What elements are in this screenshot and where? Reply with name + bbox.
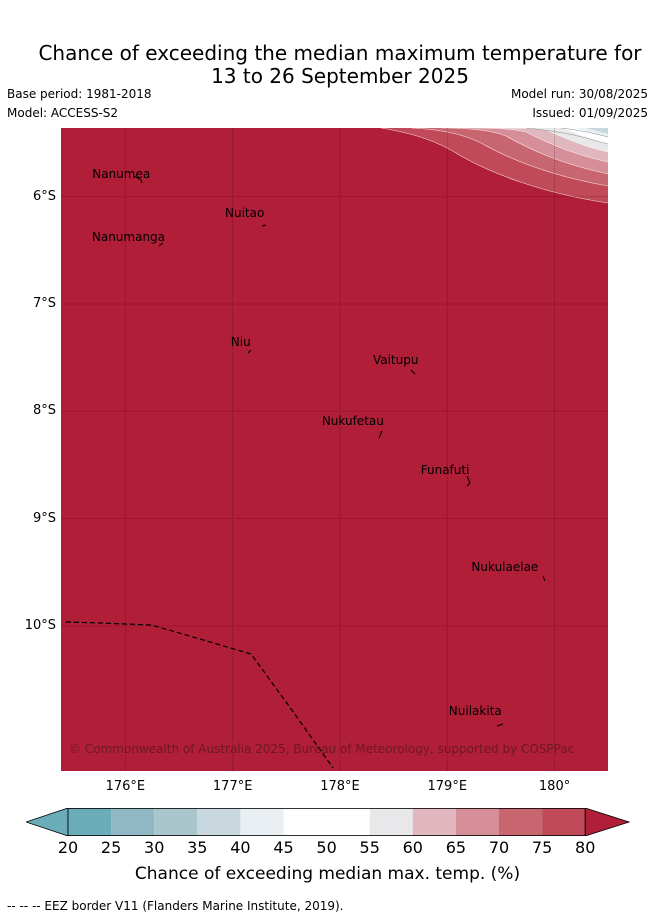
probability-field bbox=[61, 128, 608, 771]
colorbar-label: Chance of exceeding median max. temp. (%… bbox=[134, 864, 521, 884]
base-period: Base period: 1981-2018 bbox=[7, 87, 152, 101]
eez-footnote: -- -- -- EEZ border V11 (Flanders Marine… bbox=[7, 899, 344, 913]
place-label-nuitao: Nuitao bbox=[225, 206, 265, 221]
colorbar-under-arrow bbox=[26, 808, 69, 836]
colorbar-segment bbox=[68, 808, 112, 836]
model-run: Model run: 30/08/2025 bbox=[510, 87, 648, 101]
colorbar-over-arrow bbox=[584, 808, 630, 836]
colorbar-segment bbox=[542, 808, 586, 836]
map-panel: Nanumea Nuitao Nanumanga Niu Vaitupu Nukufeta… bbox=[61, 128, 608, 771]
colorbar-tick-label: 35 bbox=[187, 838, 208, 857]
place-label-funafuti: Funafuti bbox=[420, 463, 470, 478]
colorbar-tick-label: 40 bbox=[230, 838, 251, 857]
colorbar-tick-label: 80 bbox=[575, 838, 596, 857]
lat-label: 9°S bbox=[32, 510, 56, 526]
colorbar-segment bbox=[154, 808, 198, 836]
place-label-nukufetau: Nukufetau bbox=[321, 414, 384, 429]
contour-band-35 bbox=[586, 128, 608, 134]
colorbar bbox=[26, 808, 630, 836]
lat-label: 8°S bbox=[32, 403, 56, 419]
map-canvas bbox=[61, 128, 608, 771]
colorbar-tick-label: 20 bbox=[57, 838, 79, 857]
colorbar-tick-label: 25 bbox=[100, 838, 122, 857]
lon-label: 178°E bbox=[320, 779, 360, 794]
island-outlines bbox=[133, 175, 546, 727]
colorbar-segment bbox=[412, 808, 456, 836]
colorbar-segment bbox=[197, 808, 241, 836]
lat-label: 10°S bbox=[24, 617, 56, 633]
issued-date: Issued: 01/09/2025 bbox=[532, 106, 648, 120]
colorbar-tick-label: 75 bbox=[531, 838, 553, 857]
place-label-vaitupu: Vaitupu bbox=[372, 353, 419, 368]
title-line-2: 13 to 26 September 2025 bbox=[211, 64, 469, 88]
place-label-nukulaelae: Nukulaelae bbox=[471, 560, 539, 575]
colorbar-segment bbox=[455, 808, 499, 836]
lon-label: 179°E bbox=[427, 779, 468, 794]
colorbar-tick-label: 45 bbox=[273, 838, 294, 857]
lon-label: 177°E bbox=[212, 779, 253, 794]
colorbar-tick-label: 60 bbox=[402, 838, 423, 857]
contour-lines-grey bbox=[525, 128, 608, 145]
colorbar-tick-label: 70 bbox=[488, 838, 510, 857]
place-label-nuilakita: Nuilakita bbox=[448, 704, 502, 719]
colorbar-segment bbox=[326, 808, 370, 836]
place-label-nanumanga: Nanumanga bbox=[91, 229, 166, 244]
eez-border-line bbox=[65, 621, 334, 769]
place-label-nanumea: Nanumea bbox=[92, 167, 151, 182]
lon-label: 180° bbox=[538, 779, 571, 794]
colorbar-tick-label: 55 bbox=[359, 838, 380, 857]
contour-lines bbox=[380, 128, 608, 204]
lat-label: 7°S bbox=[32, 295, 56, 311]
lat-label: 6°S bbox=[32, 188, 56, 204]
title-line-1: Chance of exceeding the median maximum t… bbox=[38, 41, 642, 65]
copyright-notice: © Commonwealth of Australia 2025, Bureau… bbox=[69, 742, 575, 756]
colorbar-segment bbox=[369, 808, 413, 836]
place-label-niu: Niu bbox=[230, 335, 251, 350]
colorbar-tick-label: 50 bbox=[316, 838, 337, 857]
colorbar-tick-label: 65 bbox=[445, 838, 467, 857]
colorbar-segment bbox=[111, 808, 155, 836]
colorbar-outline bbox=[67, 808, 586, 836]
lon-label: 176°E bbox=[105, 779, 146, 794]
colorbar-segment bbox=[499, 808, 543, 836]
colorbar-segment bbox=[283, 808, 327, 836]
model-name: Model: ACCESS-S2 bbox=[7, 106, 119, 120]
colorbar-segment bbox=[240, 808, 284, 836]
colorbar-tick-label: 30 bbox=[144, 838, 165, 857]
